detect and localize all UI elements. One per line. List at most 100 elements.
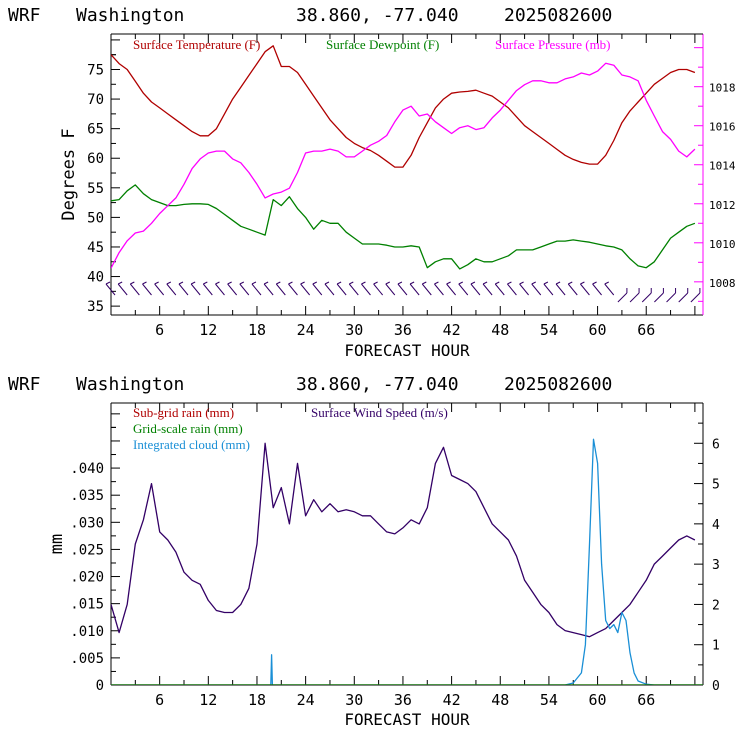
y-tick-label: .025 [70, 542, 104, 558]
wind-barb [336, 281, 347, 296]
x-tick-label: 42 [443, 321, 461, 339]
series-line-integrated-cloud-mm [111, 438, 703, 685]
x-tick-label: 30 [345, 691, 363, 709]
y2-tick-label: 0 [712, 679, 720, 694]
legend-entry: Sub-grid rain (mm) [133, 405, 234, 420]
header-model: WRF [8, 5, 41, 26]
wind-barb [666, 288, 677, 303]
x-axis-label: FORECAST HOUR [344, 710, 470, 729]
wind-barb [555, 281, 566, 296]
x-tick-label: 18 [248, 321, 266, 339]
series-line-surface-dewpoint-f [111, 184, 696, 270]
wind-barb [251, 281, 262, 296]
legend-entry: Surface Wind Speed (m/s) [311, 405, 448, 420]
legend-entry: Grid-scale rain (mm) [133, 421, 243, 436]
wind-barb [385, 281, 396, 296]
wind-barb [617, 288, 628, 303]
wind-barb [117, 281, 128, 296]
header-run: 2025082600 [504, 374, 612, 395]
x-tick-label: 6 [155, 321, 164, 339]
x-tick-label: 18 [248, 691, 266, 709]
y-tick-label: 55 [87, 181, 104, 197]
wind-barb [190, 281, 201, 296]
wind-barb [202, 281, 213, 296]
header-coords: 38.860, -77.040 [296, 374, 459, 395]
y2-tick-label: 1018 [709, 82, 736, 95]
wind-barb [166, 281, 177, 296]
wind-barb [409, 281, 420, 296]
wind-barb [470, 281, 481, 296]
x-tick-label: 30 [345, 321, 363, 339]
wind-barb [641, 288, 652, 303]
y-tick-label: 35 [87, 299, 104, 315]
wind-barb [275, 281, 286, 296]
wind-barb [604, 281, 615, 296]
x-tick-label: 66 [637, 691, 655, 709]
y2-tick-label: 2 [712, 598, 720, 613]
wind-barb [580, 281, 590, 296]
wind-barb [324, 281, 335, 296]
wind-barb [300, 281, 311, 296]
y-tick-label: .035 [70, 488, 104, 504]
y2-tick-label: 1008 [709, 277, 736, 290]
header-run: 2025082600 [504, 5, 612, 26]
wind-barb [312, 281, 323, 296]
wind-barb [507, 281, 517, 296]
wind-barb [629, 288, 640, 303]
series-line-surface-wind-speed-m-s [111, 442, 696, 638]
y-tick-label: .040 [70, 461, 104, 477]
wind-barb [519, 281, 529, 296]
y-tick-label: .005 [70, 651, 104, 667]
wind-barb [592, 281, 602, 296]
wind-barb [154, 281, 165, 296]
x-tick-label: 66 [637, 321, 655, 339]
wind-barb [421, 281, 432, 296]
header-coords: 38.860, -77.040 [296, 5, 459, 26]
x-tick-label: 54 [540, 321, 558, 339]
x-tick-label: 54 [540, 691, 558, 709]
y-tick-label: 65 [87, 122, 104, 138]
y-tick-label: .010 [70, 624, 104, 640]
wind-barb [446, 281, 456, 296]
y-axis-label: mm [47, 534, 67, 554]
wind-barb [482, 281, 493, 296]
wind-barb [288, 281, 298, 296]
header-model: WRF [8, 374, 41, 395]
series-line-surface-pressure-mb [111, 62, 696, 269]
x-tick-label: 12 [199, 321, 217, 339]
wind-barb [543, 281, 554, 296]
x-tick-label: 12 [199, 691, 217, 709]
wind-barb [215, 281, 225, 296]
y2-tick-label: 1014 [709, 160, 736, 173]
wind-barb [227, 281, 238, 296]
legend-entry: Integrated cloud (mm) [133, 437, 250, 452]
y2-tick-label: 6 [712, 437, 720, 452]
y-tick-label: 50 [87, 210, 104, 226]
y-tick-label: 40 [87, 270, 104, 286]
wind-barb [178, 281, 189, 296]
x-tick-label: 36 [394, 691, 412, 709]
y2-tick-label: 1010 [709, 238, 736, 251]
wind-barb [361, 281, 371, 296]
x-tick-label: 42 [443, 691, 461, 709]
y2-tick-label: 1012 [709, 199, 736, 212]
x-tick-label: 6 [155, 691, 164, 709]
y-axis-label: Degrees F [59, 128, 79, 220]
header-location: Washington [76, 374, 184, 395]
y-tick-label: 75 [87, 62, 104, 78]
x-tick-label: 48 [491, 321, 509, 339]
chart-panel-1: WRF Washington 38.860, -77.040 2025082600 6 1… [8, 5, 736, 360]
y2-tick-label: 3 [712, 558, 720, 573]
x-tick-label: 36 [394, 321, 412, 339]
y-tick-label: .020 [70, 570, 104, 586]
y2-tick-label: 1 [712, 639, 720, 654]
wind-barb [129, 281, 140, 296]
series-line-surface-temperature-f [111, 45, 696, 168]
wind-barb [458, 281, 469, 296]
wind-barb [397, 281, 408, 296]
wind-barb [531, 281, 542, 296]
wind-barb [105, 281, 116, 296]
legend-entry: Surface Dewpoint (F) [326, 37, 439, 52]
wind-barb [654, 288, 664, 303]
